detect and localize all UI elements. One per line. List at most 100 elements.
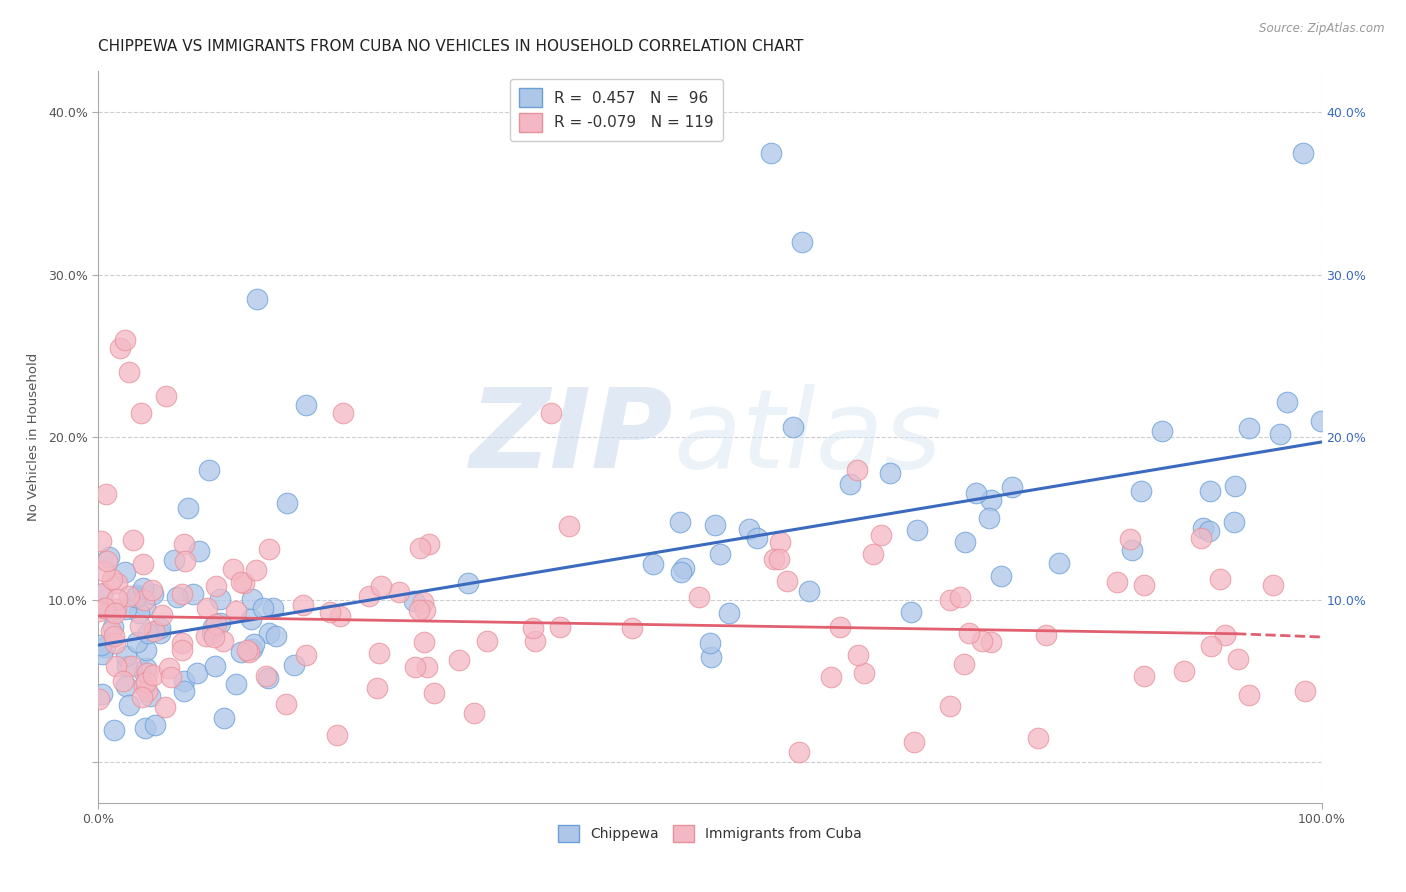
Point — [135, 674, 157, 689]
Y-axis label: No Vehicles in Household: No Vehicles in Household — [27, 353, 39, 521]
Point — [266, 629, 288, 643]
Point — [1121, 542, 1143, 557]
Point — [977, 511, 1000, 525]
Point — [1119, 533, 1142, 547]
Text: atlas: atlas — [673, 384, 942, 491]
Point — [157, 661, 180, 675]
Point — [848, 648, 870, 663]
Point — [143, 624, 166, 639]
Point — [262, 600, 284, 615]
Point — [790, 235, 813, 249]
Point — [1237, 689, 1260, 703]
Point — [246, 292, 269, 306]
Point — [240, 612, 263, 626]
Point — [135, 665, 157, 680]
Point — [114, 680, 136, 694]
Point — [143, 718, 166, 732]
Point — [853, 666, 876, 681]
Point — [1294, 684, 1316, 698]
Point — [828, 620, 851, 634]
Point — [699, 636, 721, 650]
Point — [134, 721, 156, 735]
Point — [416, 660, 439, 674]
Point — [252, 601, 274, 615]
Point — [229, 575, 252, 590]
Point — [797, 583, 820, 598]
Point — [938, 698, 960, 713]
Point — [939, 592, 962, 607]
Point — [132, 679, 155, 693]
Point — [1035, 628, 1057, 642]
Point — [170, 587, 193, 601]
Point — [359, 589, 381, 603]
Point — [256, 671, 278, 685]
Point — [94, 601, 117, 615]
Point — [1173, 665, 1195, 679]
Point — [233, 575, 256, 590]
Point — [208, 592, 231, 607]
Point — [673, 561, 696, 575]
Point — [769, 535, 792, 549]
Point — [820, 670, 842, 684]
Text: ZIP: ZIP — [470, 384, 673, 491]
Point — [1199, 639, 1222, 653]
Point — [136, 684, 159, 698]
Point — [1225, 479, 1247, 493]
Point — [838, 477, 860, 491]
Point — [990, 568, 1012, 582]
Point — [242, 592, 264, 607]
Point — [160, 669, 183, 683]
Point — [700, 650, 723, 665]
Point — [548, 620, 571, 634]
Point — [155, 389, 177, 403]
Point — [540, 406, 562, 420]
Point — [212, 710, 235, 724]
Point — [761, 145, 783, 160]
Point — [717, 606, 740, 620]
Point — [620, 621, 643, 635]
Point — [103, 629, 125, 643]
Point — [953, 535, 976, 549]
Point — [188, 544, 211, 558]
Point — [231, 645, 253, 659]
Point — [149, 621, 172, 635]
Point — [276, 697, 298, 711]
Point — [166, 591, 188, 605]
Point — [136, 626, 159, 640]
Point — [105, 659, 128, 673]
Point — [641, 558, 664, 572]
Legend: Chippewa, Immigrants from Cuba: Chippewa, Immigrants from Cuba — [553, 819, 868, 847]
Text: Source: ZipAtlas.com: Source: ZipAtlas.com — [1260, 22, 1385, 36]
Point — [447, 653, 470, 667]
Point — [100, 624, 122, 638]
Point — [243, 637, 266, 651]
Point — [1189, 531, 1212, 545]
Point — [134, 665, 156, 679]
Point — [980, 635, 1002, 649]
Point — [775, 574, 797, 588]
Point — [120, 659, 142, 673]
Point — [225, 677, 247, 691]
Point — [105, 576, 128, 591]
Point — [295, 398, 318, 412]
Point — [1213, 627, 1236, 641]
Point — [150, 608, 173, 623]
Point — [240, 642, 263, 657]
Point — [141, 583, 163, 598]
Point — [900, 605, 922, 619]
Point — [957, 626, 980, 640]
Point — [115, 659, 138, 673]
Point — [105, 591, 128, 606]
Point — [153, 700, 176, 714]
Point — [87, 603, 110, 617]
Point — [212, 633, 235, 648]
Point — [953, 657, 976, 671]
Point — [418, 537, 440, 551]
Point — [110, 341, 132, 355]
Point — [170, 636, 193, 650]
Point — [972, 634, 994, 648]
Point — [114, 333, 136, 347]
Point — [114, 565, 136, 579]
Point — [97, 549, 120, 564]
Point — [1133, 578, 1156, 592]
